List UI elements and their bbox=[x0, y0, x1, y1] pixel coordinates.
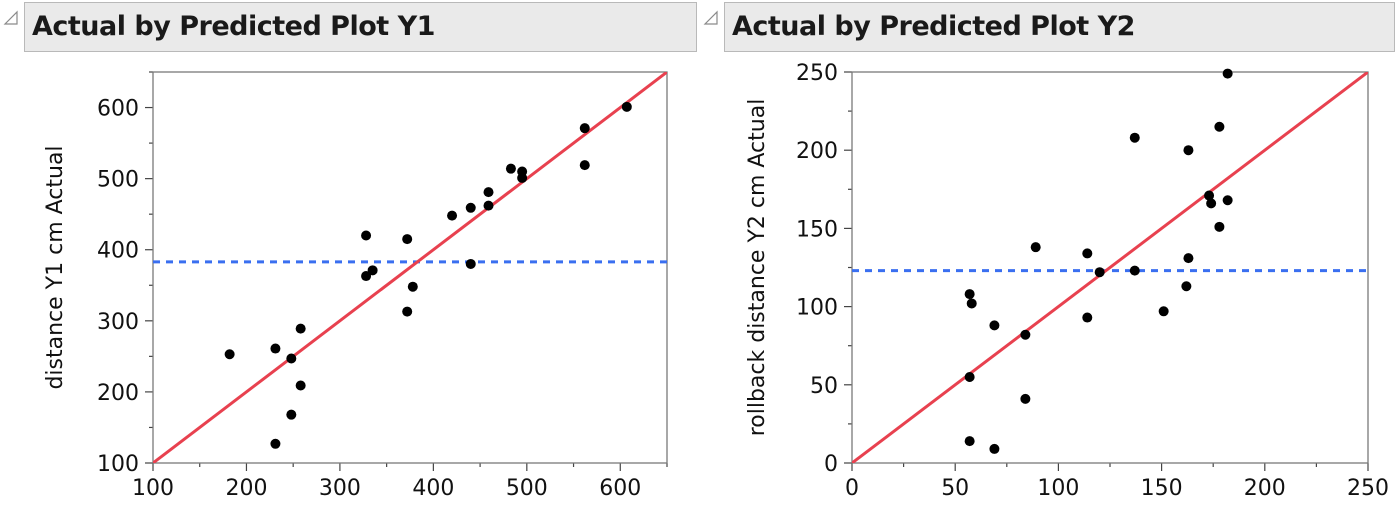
chart-title: Actual by Predicted Plot Y2 bbox=[732, 11, 1135, 42]
x-tick-label: 200 bbox=[225, 476, 267, 501]
data-point[interactable] bbox=[1094, 267, 1105, 278]
data-point[interactable] bbox=[989, 320, 1000, 331]
x-tick-label: 250 bbox=[1347, 476, 1389, 501]
data-point[interactable] bbox=[1158, 306, 1169, 317]
data-point[interactable] bbox=[295, 380, 306, 391]
data-point[interactable] bbox=[361, 271, 372, 282]
data-point[interactable] bbox=[402, 234, 413, 245]
data-point[interactable] bbox=[989, 443, 1000, 454]
data-point[interactable] bbox=[1020, 329, 1031, 340]
data-point[interactable] bbox=[964, 371, 975, 382]
y-tick-label: 400 bbox=[97, 239, 139, 264]
data-point[interactable] bbox=[1082, 312, 1093, 323]
data-point[interactable] bbox=[270, 438, 281, 449]
data-point[interactable] bbox=[1020, 393, 1031, 404]
y-tick-label: 150 bbox=[796, 217, 838, 242]
data-point[interactable] bbox=[1214, 221, 1225, 232]
data-point[interactable] bbox=[407, 281, 418, 292]
outline-header: Actual by Predicted Plot Y1 bbox=[24, 2, 697, 52]
fit-line bbox=[852, 72, 1368, 463]
data-point[interactable] bbox=[367, 265, 378, 276]
y-tick-label: 0 bbox=[824, 452, 838, 477]
data-point[interactable] bbox=[1129, 132, 1140, 143]
scatter-plot-y1: 100 200 300 400 500 600 100 200 300 400 500 600 dist… bbox=[43, 71, 668, 501]
y-tick-label: 300 bbox=[97, 310, 139, 335]
data-point[interactable] bbox=[402, 306, 413, 317]
data-point[interactable] bbox=[1082, 248, 1093, 259]
data-point[interactable] bbox=[270, 343, 281, 354]
x-tick-label: 0 bbox=[845, 476, 859, 501]
data-point[interactable] bbox=[483, 200, 494, 211]
data-point[interactable] bbox=[465, 202, 476, 213]
data-point[interactable] bbox=[505, 163, 516, 174]
data-point[interactable] bbox=[483, 187, 494, 198]
data-point[interactable] bbox=[286, 409, 297, 420]
data-point[interactable] bbox=[1214, 121, 1225, 132]
disclosure-triangle-icon[interactable] bbox=[703, 10, 719, 26]
data-point[interactable] bbox=[361, 230, 372, 241]
y-tick-label: 600 bbox=[97, 97, 139, 122]
data-point[interactable] bbox=[224, 349, 235, 360]
data-point[interactable] bbox=[964, 436, 975, 447]
data-point[interactable] bbox=[1181, 281, 1192, 292]
disclosure-triangle-icon[interactable] bbox=[3, 10, 19, 26]
data-point[interactable] bbox=[1222, 68, 1233, 79]
x-tick-label: 150 bbox=[1141, 476, 1183, 501]
y-tick-label: 250 bbox=[796, 61, 838, 86]
x-tick-label: 100 bbox=[132, 476, 174, 501]
x-tick-label: 300 bbox=[319, 476, 361, 501]
fit-line bbox=[153, 72, 667, 463]
data-point[interactable] bbox=[286, 353, 297, 364]
data-point[interactable] bbox=[295, 323, 306, 334]
x-tick-label: 50 bbox=[941, 476, 969, 501]
data-point[interactable] bbox=[1222, 195, 1233, 206]
y-tick-label: 50 bbox=[810, 374, 838, 399]
data-point[interactable] bbox=[1183, 253, 1194, 264]
y-axis-title: distance Y1 cm Actual bbox=[43, 145, 68, 389]
y-tick-label: 200 bbox=[796, 139, 838, 164]
chart-panel-y2: Actual by Predicted Plot Y2 0 50 100 150 200… bbox=[700, 0, 1395, 525]
chart-panel-y1: Actual by Predicted Plot Y1 100 200 300 400… bbox=[0, 0, 697, 525]
outline-header: Actual by Predicted Plot Y2 bbox=[724, 2, 1395, 52]
scatter-plot-y2: 0 50 100 150 200 250 0 50 100 150 200 250 rollback d… bbox=[745, 61, 1389, 501]
data-point[interactable] bbox=[966, 298, 977, 309]
data-point[interactable] bbox=[465, 258, 476, 269]
y-axis-title: rollback distance Y2 cm Actual bbox=[745, 99, 770, 437]
chart-title: Actual by Predicted Plot Y1 bbox=[32, 11, 435, 42]
data-point[interactable] bbox=[517, 172, 528, 183]
y-tick-label: 100 bbox=[97, 452, 139, 477]
x-tick-label: 400 bbox=[412, 476, 454, 501]
x-tick-label: 200 bbox=[1244, 476, 1286, 501]
x-tick-label: 100 bbox=[1037, 476, 1079, 501]
data-point[interactable] bbox=[621, 101, 632, 112]
data-point[interactable] bbox=[1206, 198, 1217, 209]
data-point[interactable] bbox=[1204, 190, 1215, 201]
y-tick-label: 500 bbox=[97, 168, 139, 193]
data-point[interactable] bbox=[579, 160, 590, 171]
data-point[interactable] bbox=[1183, 145, 1194, 156]
data-point[interactable] bbox=[1030, 242, 1041, 253]
y-tick-label: 200 bbox=[97, 381, 139, 406]
x-tick-label: 600 bbox=[599, 476, 641, 501]
data-point[interactable] bbox=[447, 210, 458, 221]
data-point[interactable] bbox=[964, 289, 975, 300]
plot-frame bbox=[851, 71, 1369, 464]
y-tick-label: 100 bbox=[796, 296, 838, 321]
x-tick-label: 500 bbox=[506, 476, 548, 501]
data-point[interactable] bbox=[579, 123, 590, 134]
data-point[interactable] bbox=[1129, 265, 1140, 276]
plot-frame bbox=[152, 71, 668, 464]
